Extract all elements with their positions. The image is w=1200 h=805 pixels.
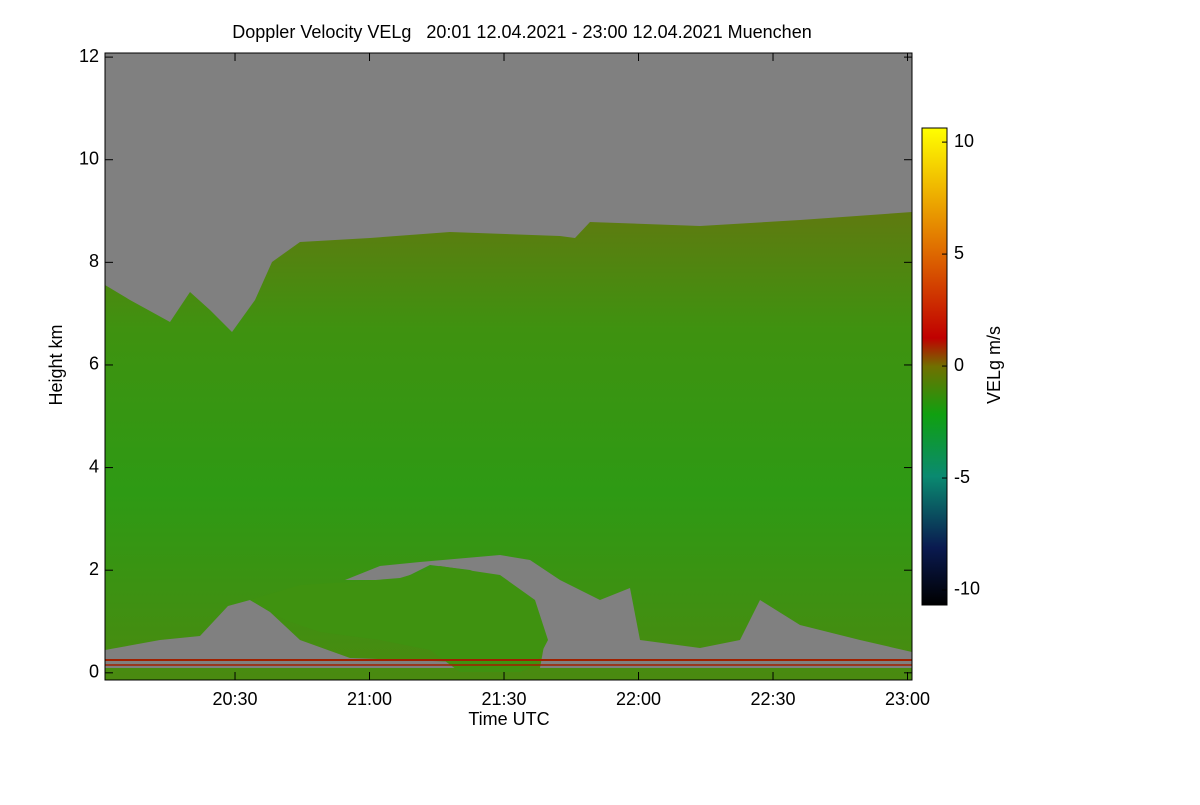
y-tick-label: 0 — [89, 662, 99, 682]
chart-title: Doppler Velocity VELg 20:01 12.04.2021 -… — [232, 22, 811, 42]
colorbar-tick-label: 0 — [954, 355, 964, 375]
echo-region — [105, 212, 912, 680]
y-axis-label: Height km — [46, 324, 66, 405]
y-tick-label: 8 — [89, 251, 99, 271]
colorbar-tick-label: -5 — [954, 467, 970, 487]
y-tick-label: 4 — [89, 456, 99, 476]
plot-frame — [104, 52, 913, 681]
no-echo-arch — [345, 555, 912, 668]
colorbar-tick-label: 5 — [954, 243, 964, 263]
y-tick-label: 6 — [89, 354, 99, 374]
x-axis-label: Time UTC — [468, 709, 549, 729]
colorbar-label: VELg m/s — [984, 326, 1004, 404]
colorbar-tick-label: -10 — [954, 579, 980, 599]
x-tick-label: 21:00 — [347, 689, 392, 709]
x-tick-label: 23:00 — [885, 689, 930, 709]
echo-dome — [250, 566, 548, 672]
plot-area — [104, 52, 913, 681]
x-tick-label: 20:30 — [212, 689, 257, 709]
x-tick-label: 22:30 — [750, 689, 795, 709]
x-tick-label: 22:00 — [616, 689, 661, 709]
no-echo-lower — [105, 600, 460, 668]
y-tick-label: 12 — [79, 46, 99, 66]
colorbar-tick-label: 10 — [954, 131, 974, 151]
x-tick-label: 21:30 — [481, 689, 526, 709]
y-tick-label: 2 — [89, 559, 99, 579]
y-tick-label: 10 — [79, 148, 99, 168]
